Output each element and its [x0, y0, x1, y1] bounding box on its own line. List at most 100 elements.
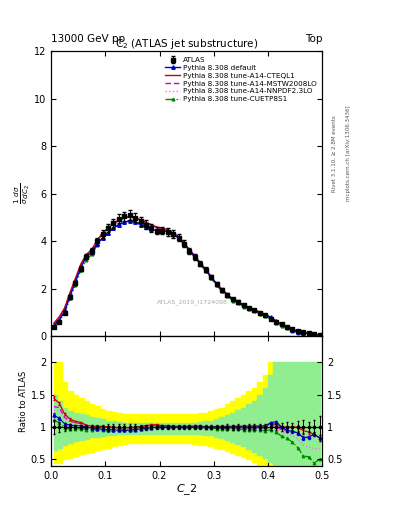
Pythia 8.308 tune-A14-NNPDF2.3LO	[198, 261, 203, 267]
Pythia 8.308 tune-A14-CTEQL1	[171, 230, 175, 236]
Pythia 8.308 tune-A14-MSTW2008LO	[306, 331, 311, 337]
Pythia 8.308 default	[247, 305, 252, 311]
Pythia 8.308 tune-A14-CTEQL1	[187, 246, 192, 252]
Pythia 8.308 tune-A14-MSTW2008LO	[214, 281, 219, 287]
Pythia 8.308 tune-CUETP8S1	[268, 316, 273, 322]
Pythia 8.308 default	[51, 323, 56, 329]
Pythia 8.308 tune-A14-NNPDF2.3LO	[263, 312, 268, 318]
Pythia 8.308 tune-A14-NNPDF2.3LO	[247, 305, 252, 311]
Line: Pythia 8.308 default: Pythia 8.308 default	[52, 219, 321, 337]
Pythia 8.308 tune-A14-MSTW2008LO	[62, 306, 67, 312]
Line: Pythia 8.308 tune-A14-NNPDF2.3LO: Pythia 8.308 tune-A14-NNPDF2.3LO	[54, 218, 320, 335]
Pythia 8.308 tune-CUETP8S1	[68, 295, 72, 302]
Pythia 8.308 tune-A14-CTEQL1	[51, 320, 56, 326]
Pythia 8.308 tune-CUETP8S1	[116, 221, 121, 227]
Pythia 8.308 default	[290, 327, 295, 333]
Pythia 8.308 tune-A14-MSTW2008LO	[290, 327, 295, 333]
Pythia 8.308 default	[68, 293, 72, 299]
Legend: ATLAS, Pythia 8.308 default, Pythia 8.308 tune-A14-CTEQL1, Pythia 8.308 tune-A14: ATLAS, Pythia 8.308 default, Pythia 8.30…	[163, 55, 319, 104]
Pythia 8.308 tune-A14-MSTW2008LO	[51, 322, 56, 328]
Title: C$_2$ (ATLAS jet substructure): C$_2$ (ATLAS jet substructure)	[115, 37, 258, 51]
Pythia 8.308 default	[187, 248, 192, 254]
Pythia 8.308 default	[285, 324, 289, 330]
Pythia 8.308 tune-A14-NNPDF2.3LO	[214, 282, 219, 288]
Pythia 8.308 default	[57, 317, 62, 323]
Pythia 8.308 tune-A14-MSTW2008LO	[171, 230, 175, 237]
Pythia 8.308 tune-CUETP8S1	[182, 241, 186, 247]
Pythia 8.308 tune-A14-MSTW2008LO	[225, 292, 230, 298]
Pythia 8.308 default	[220, 287, 224, 293]
Pythia 8.308 tune-A14-CTEQL1	[100, 230, 105, 236]
Pythia 8.308 tune-CUETP8S1	[79, 267, 83, 273]
Pythia 8.308 tune-A14-NNPDF2.3LO	[241, 303, 246, 309]
Pythia 8.308 tune-CUETP8S1	[230, 297, 235, 304]
Pythia 8.308 tune-CUETP8S1	[209, 275, 213, 281]
Pythia 8.308 tune-A14-NNPDF2.3LO	[306, 331, 311, 337]
Pythia 8.308 tune-CUETP8S1	[171, 231, 175, 238]
Pythia 8.308 tune-A14-CTEQL1	[62, 305, 67, 311]
Pythia 8.308 tune-A14-NNPDF2.3LO	[171, 231, 175, 237]
Pythia 8.308 tune-A14-CTEQL1	[214, 281, 219, 287]
Pythia 8.308 default	[182, 241, 186, 247]
Line: Pythia 8.308 tune-A14-MSTW2008LO: Pythia 8.308 tune-A14-MSTW2008LO	[54, 217, 320, 335]
Pythia 8.308 tune-A14-MSTW2008LO	[144, 220, 149, 226]
Pythia 8.308 tune-A14-NNPDF2.3LO	[149, 223, 154, 229]
Text: 13000 GeV pp: 13000 GeV pp	[51, 33, 125, 44]
Pythia 8.308 tune-CUETP8S1	[247, 306, 252, 312]
Pythia 8.308 tune-CUETP8S1	[95, 242, 99, 248]
Pythia 8.308 tune-CUETP8S1	[73, 282, 78, 288]
Pythia 8.308 tune-A14-CTEQL1	[106, 225, 110, 231]
Pythia 8.308 tune-CUETP8S1	[122, 219, 127, 225]
Pythia 8.308 tune-A14-MSTW2008LO	[57, 315, 62, 321]
Pythia 8.308 default	[171, 231, 175, 237]
Pythia 8.308 tune-A14-CTEQL1	[279, 322, 284, 328]
Pythia 8.308 tune-A14-MSTW2008LO	[296, 329, 300, 335]
Pythia 8.308 tune-A14-MSTW2008LO	[312, 331, 316, 337]
Pythia 8.308 tune-A14-CTEQL1	[317, 332, 322, 338]
Pythia 8.308 default	[257, 309, 262, 315]
Pythia 8.308 tune-A14-CTEQL1	[79, 261, 83, 267]
Pythia 8.308 tune-A14-NNPDF2.3LO	[57, 315, 62, 322]
Pythia 8.308 tune-A14-CTEQL1	[198, 260, 203, 266]
Pythia 8.308 tune-A14-MSTW2008LO	[182, 240, 186, 246]
Pythia 8.308 tune-A14-MSTW2008LO	[257, 309, 262, 315]
Pythia 8.308 tune-CUETP8S1	[154, 227, 159, 233]
Pythia 8.308 tune-A14-NNPDF2.3LO	[62, 307, 67, 313]
Pythia 8.308 tune-A14-MSTW2008LO	[160, 226, 165, 232]
Pythia 8.308 tune-A14-CTEQL1	[138, 217, 143, 223]
Pythia 8.308 tune-A14-MSTW2008LO	[95, 238, 99, 244]
Pythia 8.308 tune-A14-CTEQL1	[193, 252, 197, 259]
Pythia 8.308 default	[203, 267, 208, 273]
Pythia 8.308 tune-CUETP8S1	[296, 330, 300, 336]
Pythia 8.308 tune-A14-CTEQL1	[165, 226, 170, 232]
Pythia 8.308 default	[193, 253, 197, 260]
Pythia 8.308 tune-A14-MSTW2008LO	[122, 215, 127, 221]
Pythia 8.308 tune-A14-NNPDF2.3LO	[165, 227, 170, 233]
Pythia 8.308 default	[100, 234, 105, 241]
Pythia 8.308 tune-A14-NNPDF2.3LO	[79, 263, 83, 269]
Pythia 8.308 tune-A14-NNPDF2.3LO	[95, 238, 99, 244]
Pythia 8.308 tune-A14-MSTW2008LO	[165, 227, 170, 233]
Pythia 8.308 default	[209, 274, 213, 280]
Pythia 8.308 tune-A14-CTEQL1	[230, 296, 235, 302]
Pythia 8.308 default	[133, 219, 138, 225]
Pythia 8.308 tune-A14-CTEQL1	[236, 298, 241, 305]
Text: Rivet 3.1.10, ≥ 2.8M events: Rivet 3.1.10, ≥ 2.8M events	[332, 115, 337, 192]
Pythia 8.308 default	[138, 222, 143, 228]
Pythia 8.308 default	[79, 264, 83, 270]
Pythia 8.308 tune-CUETP8S1	[62, 310, 67, 316]
Pythia 8.308 tune-A14-NNPDF2.3LO	[116, 218, 121, 224]
Pythia 8.308 tune-CUETP8S1	[306, 332, 311, 338]
Pythia 8.308 tune-A14-NNPDF2.3LO	[133, 216, 138, 222]
Pythia 8.308 tune-A14-MSTW2008LO	[111, 221, 116, 227]
Pythia 8.308 tune-A14-NNPDF2.3LO	[312, 332, 316, 338]
Pythia 8.308 tune-A14-CTEQL1	[68, 289, 72, 295]
Pythia 8.308 tune-CUETP8S1	[274, 320, 279, 326]
Pythia 8.308 tune-A14-NNPDF2.3LO	[68, 291, 72, 297]
Pythia 8.308 tune-A14-MSTW2008LO	[247, 305, 252, 311]
Pythia 8.308 tune-A14-CTEQL1	[225, 291, 230, 297]
Pythia 8.308 tune-CUETP8S1	[236, 300, 241, 306]
Pythia 8.308 tune-A14-MSTW2008LO	[68, 290, 72, 296]
Pythia 8.308 tune-A14-MSTW2008LO	[230, 296, 235, 303]
Pythia 8.308 tune-CUETP8S1	[203, 268, 208, 274]
